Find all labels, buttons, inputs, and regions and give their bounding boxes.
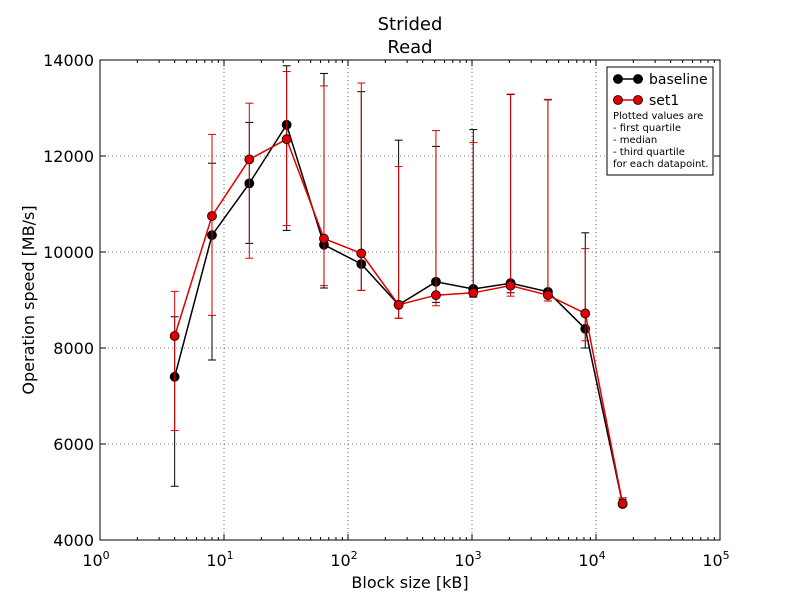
legend-label-set1: set1	[649, 93, 679, 109]
y-tick-label: 12000	[43, 147, 94, 166]
legend-marker-set1	[633, 95, 643, 105]
chart-title-line-1: Strided	[378, 14, 443, 35]
chart-title: Strided Read	[378, 14, 443, 58]
y-tick-label: 8000	[53, 339, 94, 358]
series-set1	[169, 71, 628, 509]
legend-label-baseline: baseline	[649, 72, 708, 88]
data-point	[169, 331, 180, 341]
y-tick-label: 6000	[53, 435, 94, 454]
legend-marker-baseline	[613, 74, 623, 84]
legend-note-line: - third quartile	[613, 147, 685, 158]
legend-note-line: - median	[613, 135, 657, 146]
data-point	[244, 154, 255, 165]
data-point	[393, 299, 404, 310]
x-tick-label: 102	[330, 549, 357, 570]
y-tick-label: 10000	[43, 243, 94, 262]
x-tick-label: 100	[82, 549, 109, 570]
axis-ticks: 100 101 102 103 104 105 4000 6000 8000 10000 12000…	[43, 51, 730, 570]
x-axis-label: Block size [kB]	[351, 573, 468, 592]
legend-note-line: Plotted values are	[613, 111, 703, 122]
data-point	[281, 134, 292, 145]
series-layer	[169, 65, 628, 509]
x-tick-label: 104	[578, 549, 605, 570]
y-tick-label: 14000	[43, 51, 94, 70]
chart-title-line-2: Read	[387, 37, 432, 58]
y-tick-label: 4000	[53, 531, 94, 550]
legend-marker-baseline	[633, 74, 643, 84]
data-point	[580, 308, 591, 319]
data-point	[468, 287, 479, 298]
data-point	[543, 290, 553, 301]
legend-note-line: for each datapoint.	[613, 159, 708, 170]
data-point	[505, 280, 516, 291]
data-point	[207, 211, 217, 221]
data-point	[356, 248, 367, 259]
x-tick-label: 101	[206, 549, 233, 570]
legend-box	[606, 66, 714, 176]
data-point	[319, 233, 329, 244]
x-tick-label: 105	[702, 549, 729, 570]
legend: baseline set1 Plotted values are - first q…	[606, 66, 714, 176]
legend-note-line: - first quartile	[613, 123, 681, 134]
legend-marker-set1	[613, 95, 623, 105]
y-axis-label: Operation speed [MB/s]	[19, 205, 38, 394]
plot-frame	[99, 59, 721, 541]
x-tick-label: 103	[454, 549, 481, 570]
data-point	[617, 498, 628, 509]
data-point	[431, 290, 441, 301]
